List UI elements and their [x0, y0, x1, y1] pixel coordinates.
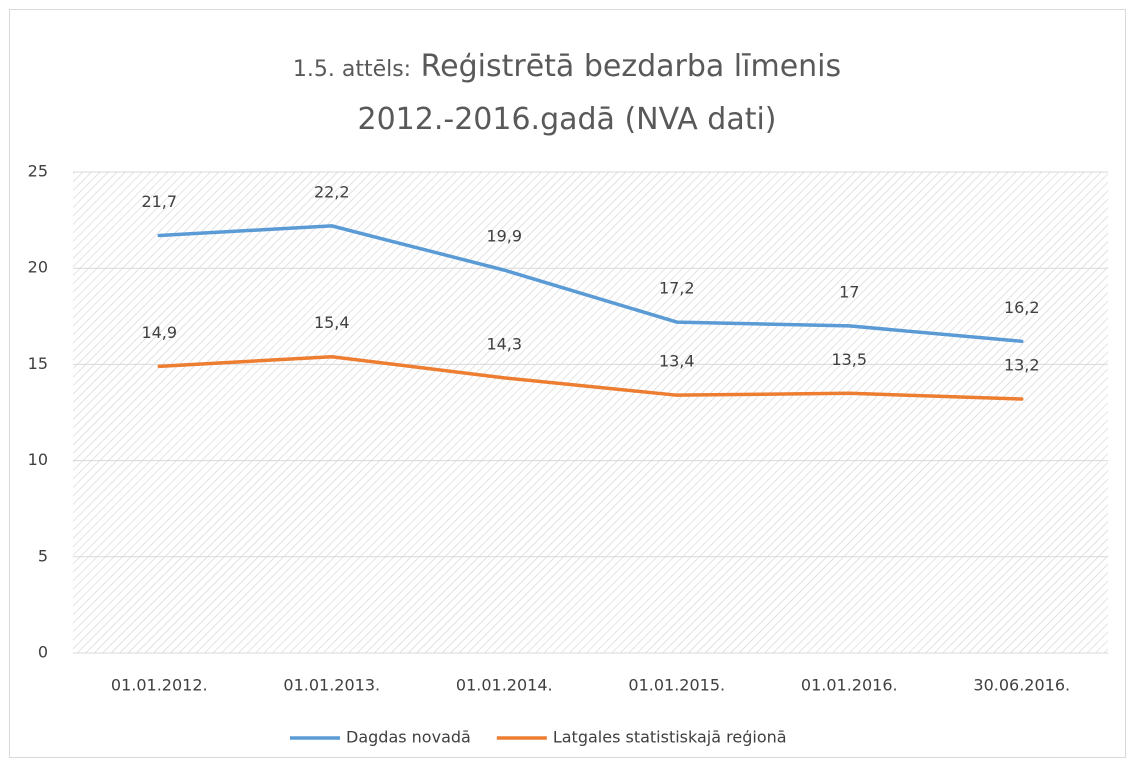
y-tick-label: 20 — [28, 258, 48, 277]
data-label: 17,2 — [659, 279, 695, 298]
data-label: 14,3 — [486, 334, 522, 353]
data-label: 22,2 — [314, 182, 350, 201]
data-label: 21,7 — [141, 192, 177, 211]
x-tick-label: 01.01.2012. — [111, 676, 208, 695]
data-label: 13,5 — [831, 350, 867, 369]
data-label: 15,4 — [314, 313, 350, 332]
data-label: 17 — [839, 282, 859, 301]
y-tick-label: 25 — [28, 162, 48, 181]
x-tick-label: 01.01.2014. — [456, 676, 553, 695]
chart-frame — [9, 9, 1126, 758]
chart-title-box: 1.5. attēls: Reģistrētā bezdarba līmenis… — [167, 42, 967, 145]
plot-area — [73, 172, 1108, 653]
legend-label: Dagdas novadā — [346, 728, 471, 747]
data-label: 19,9 — [486, 227, 522, 246]
x-tick-label: 01.01.2015. — [628, 676, 725, 695]
series-line — [157, 224, 1024, 344]
y-tick-label: 15 — [28, 354, 48, 373]
data-label: 13,2 — [1004, 356, 1040, 375]
chart-title: Reģistrētā bezdarba līmenis 2012.-2016.g… — [357, 49, 842, 137]
y-tick-label: 5 — [38, 546, 48, 565]
y-tick-label: 10 — [28, 450, 48, 469]
x-tick-label: 01.01.2016. — [801, 676, 898, 695]
data-label: 13,4 — [659, 352, 695, 371]
data-label: 14,9 — [141, 323, 177, 342]
title-label: 1.5. attēls: — [292, 57, 412, 82]
legend-label: Latgales statistiskajā reģionā — [553, 728, 787, 747]
x-tick-label: 30.06.2016. — [973, 676, 1070, 695]
x-tick-label: 01.01.2013. — [283, 676, 380, 695]
series-line — [157, 354, 1024, 401]
y-tick-label: 0 — [38, 643, 48, 662]
data-label: 16,2 — [1004, 298, 1040, 317]
